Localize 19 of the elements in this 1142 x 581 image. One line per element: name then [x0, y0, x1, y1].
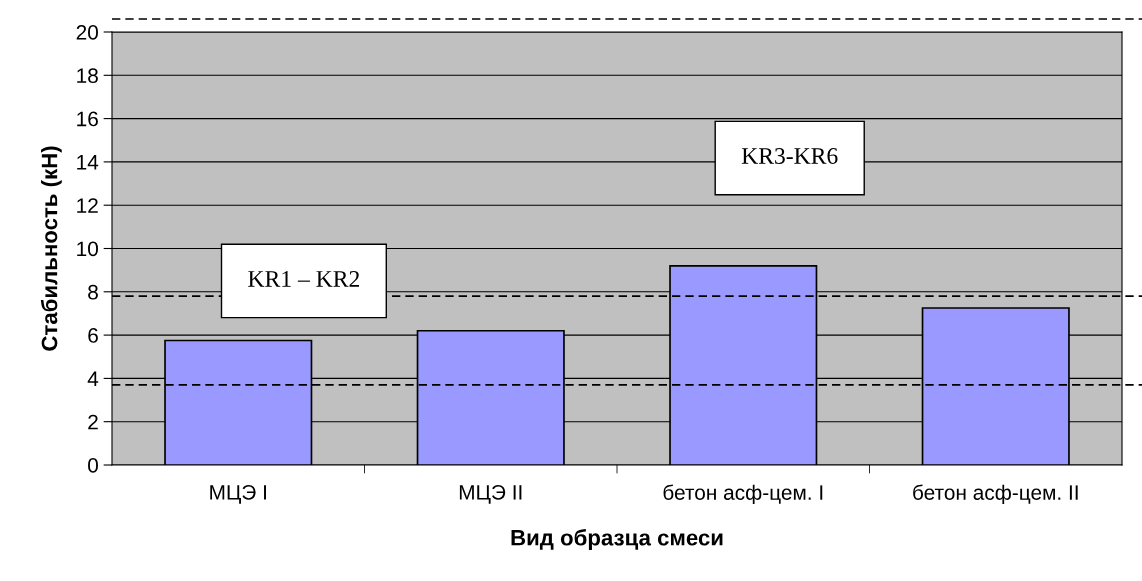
- y-tick-label: 16: [77, 111, 98, 127]
- y-tick-label: 12: [77, 198, 98, 213]
- annotation: KR3-KR6: [741, 148, 838, 164]
- y-axis-title: Стабильность (кН): [40, 146, 62, 351]
- x-tick-label: бетон асф-цем. I: [663, 484, 823, 505]
- y-tick-label: 0: [88, 458, 98, 473]
- y-tick-label: 4: [87, 371, 99, 386]
- y-tick-label: 8: [88, 284, 98, 300]
- annotation: KR1 – KR2: [248, 271, 360, 287]
- y-tick-label: 20: [76, 25, 98, 40]
- y-tick-label: 2: [88, 414, 98, 430]
- y-tick-label: 14: [77, 155, 99, 170]
- x-tick-label: МЦЭ I: [210, 484, 266, 504]
- y-tick-label: 10: [77, 241, 98, 257]
- x-tick-label: МЦЭ II: [459, 484, 522, 504]
- y-tick-label: 6: [88, 328, 98, 343]
- x-tick-label: бетон асф-цем. II: [913, 484, 1078, 505]
- x-axis-title: Вид образца смеси: [511, 529, 723, 550]
- y-tick-label: 18: [77, 68, 98, 84]
